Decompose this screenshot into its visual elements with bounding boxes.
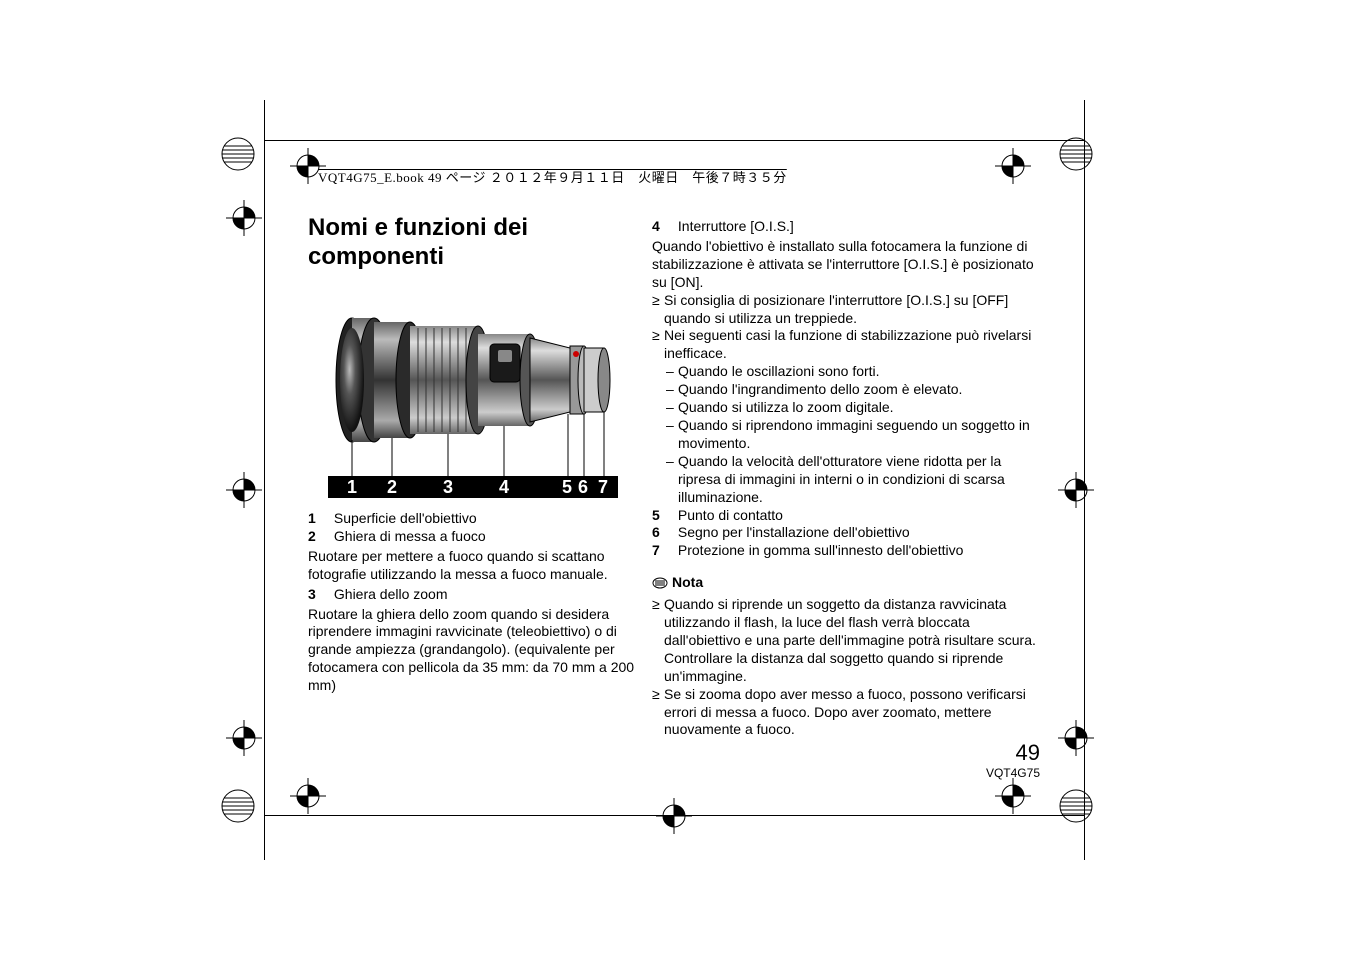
item-4-label: Interruttore [O.I.S.] bbox=[678, 218, 794, 234]
crosshair-left-bot bbox=[226, 720, 262, 756]
fig-num-5: 5 bbox=[562, 477, 572, 497]
item-6-num: 6 bbox=[652, 524, 674, 542]
item-4-dash-4-text: Quando si riprendono immagini seguendo u… bbox=[678, 417, 1042, 453]
item-5-label: Punto di contatto bbox=[678, 507, 783, 523]
bullet-dot-icon: ≥ bbox=[652, 596, 664, 686]
registration-mark-br bbox=[1056, 786, 1096, 826]
item-6: 6 Segno per l'installazione dell'obietti… bbox=[652, 524, 1042, 542]
item-4-dash-3-text: Quando si utilizza lo zoom digitale. bbox=[678, 399, 1042, 417]
item-2-body: Ruotare per mettere a fuoco quando si sc… bbox=[308, 548, 638, 584]
crosshair-right-bot bbox=[995, 778, 1031, 814]
item-2: 2 Ghiera di messa a fuoco bbox=[308, 528, 638, 546]
dash-icon: – bbox=[666, 381, 678, 399]
crosshair-bot-left bbox=[290, 778, 326, 814]
item-4: 4 Interruttore [O.I.S.] bbox=[652, 218, 1042, 236]
nota-bullet-2-text: Se si zooma dopo aver messo a fuoco, pos… bbox=[664, 686, 1042, 740]
item-5-num: 5 bbox=[652, 507, 674, 525]
item-3-body: Ruotare la ghiera dello zoom quando si d… bbox=[308, 606, 638, 696]
left-column: 1 Superficie dell'obiettivo 2 Ghiera di … bbox=[308, 510, 638, 695]
item-4-bullet-2-text: Nei seguenti casi la funzione di stabili… bbox=[664, 327, 1042, 363]
crosshair-right-bot2 bbox=[1058, 720, 1094, 756]
page-number: 49 bbox=[1010, 740, 1040, 766]
item-7-label: Protezione in gomma sull'innesto dell'ob… bbox=[678, 542, 964, 558]
item-4-dash-5-text: Quando la velocità dell'otturatore viene… bbox=[678, 453, 1042, 507]
item-4-bullet-1: ≥ Si consiglia di posizionare l'interrut… bbox=[652, 292, 1042, 328]
bullet-dot-icon: ≥ bbox=[652, 686, 664, 740]
header-text: VQT4G75_E.book 49 ページ ２０１２年９月１１日 火曜日 午後７… bbox=[318, 170, 787, 185]
crosshair-left-top bbox=[226, 200, 262, 236]
right-column: 4 Interruttore [O.I.S.] Quando l'obietti… bbox=[652, 218, 1042, 739]
item-2-num: 2 bbox=[308, 528, 330, 546]
fig-num-1: 1 bbox=[347, 477, 357, 497]
item-4-dash-5: – Quando la velocità dell'otturatore vie… bbox=[652, 453, 1042, 507]
item-4-dash-4: – Quando si riprendono immagini seguendo… bbox=[652, 417, 1042, 453]
registration-mark-tr bbox=[1056, 134, 1096, 174]
crop-left bbox=[264, 100, 265, 860]
item-4-dash-2-text: Quando l'ingrandimento dello zoom è elev… bbox=[678, 381, 1042, 399]
nota-heading: Nota bbox=[652, 574, 1042, 592]
item-1-label: Superficie dell'obiettivo bbox=[334, 510, 477, 526]
item-1: 1 Superficie dell'obiettivo bbox=[308, 510, 638, 528]
dash-icon: – bbox=[666, 399, 678, 417]
item-1-num: 1 bbox=[308, 510, 330, 528]
fig-num-3: 3 bbox=[443, 477, 453, 497]
item-4-num: 4 bbox=[652, 218, 674, 236]
item-3-num: 3 bbox=[308, 586, 330, 604]
nota-bullet-1: ≥ Quando si riprende un soggetto da dist… bbox=[652, 596, 1042, 686]
item-4-dash-1-text: Quando le oscillazioni sono forti. bbox=[678, 363, 1042, 381]
item-6-label: Segno per l'installazione dell'obiettivo bbox=[678, 524, 910, 540]
item-4-bullet-1-text: Si consiglia di posizionare l'interrutto… bbox=[664, 292, 1042, 328]
item-7-num: 7 bbox=[652, 542, 674, 560]
item-3-label: Ghiera dello zoom bbox=[334, 586, 448, 602]
dash-icon: – bbox=[666, 363, 678, 381]
dash-icon: – bbox=[666, 453, 678, 507]
fig-num-6: 6 bbox=[578, 477, 588, 497]
item-5: 5 Punto di contatto bbox=[652, 507, 1042, 525]
bullet-dot-icon: ≥ bbox=[652, 327, 664, 363]
note-icon bbox=[652, 575, 668, 591]
lens-diagram: 1 2 3 4 5 6 7 bbox=[308, 290, 632, 500]
crosshair-left-mid bbox=[226, 472, 262, 508]
item-3: 3 Ghiera dello zoom bbox=[308, 586, 638, 604]
fig-num-2: 2 bbox=[387, 477, 397, 497]
crosshair-right-top bbox=[995, 148, 1031, 184]
crosshair-bot-mid bbox=[656, 798, 692, 834]
item-4-dash-2: – Quando l'ingrandimento dello zoom è el… bbox=[652, 381, 1042, 399]
crop-top bbox=[264, 140, 1084, 141]
item-7: 7 Protezione in gomma sull'innesto dell'… bbox=[652, 542, 1042, 560]
item-4-body: Quando l'obiettivo è installato sulla fo… bbox=[652, 238, 1042, 292]
item-4-dash-1: – Quando le oscillazioni sono forti. bbox=[652, 363, 1042, 381]
page-title: Nomi e funzioni dei componenti bbox=[308, 214, 638, 272]
nota-bullet-1-text: Quando si riprende un soggetto da distan… bbox=[664, 596, 1042, 686]
bullet-dot-icon: ≥ bbox=[652, 292, 664, 328]
registration-mark-bl bbox=[218, 786, 258, 826]
fig-num-7: 7 bbox=[598, 477, 608, 497]
crosshair-top-mid bbox=[290, 148, 326, 184]
registration-mark-tl bbox=[218, 134, 258, 174]
item-2-label: Ghiera di messa a fuoco bbox=[334, 528, 486, 544]
nota-bullet-2: ≥ Se si zooma dopo aver messo a fuoco, p… bbox=[652, 686, 1042, 740]
page-header: VQT4G75_E.book 49 ページ ２０１２年９月１１日 火曜日 午後７… bbox=[318, 167, 787, 186]
crosshair-right-mid bbox=[1058, 472, 1094, 508]
item-4-bullet-2: ≥ Nei seguenti casi la funzione di stabi… bbox=[652, 327, 1042, 363]
nota-label: Nota bbox=[672, 574, 703, 592]
item-4-dash-3: – Quando si utilizza lo zoom digitale. bbox=[652, 399, 1042, 417]
dash-icon: – bbox=[666, 417, 678, 453]
fig-num-4: 4 bbox=[499, 477, 509, 497]
